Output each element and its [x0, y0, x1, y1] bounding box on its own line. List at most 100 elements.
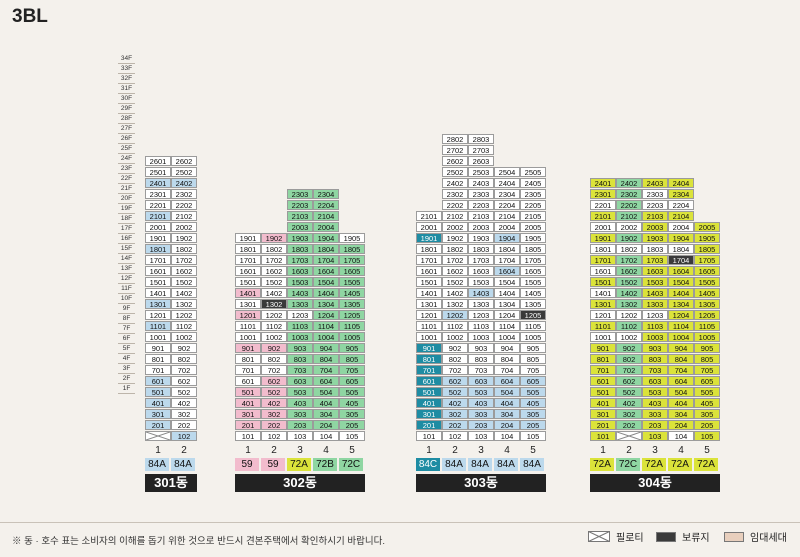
unit-cell: 1601 — [416, 266, 442, 276]
unit-type: 72C — [616, 458, 640, 471]
unit-cell: 602 — [442, 376, 468, 386]
unit-cell: 2404 — [668, 178, 694, 188]
unit-cell: 2602 — [442, 156, 468, 166]
unit-cell: 1304 — [494, 299, 520, 309]
floor-label: 1F — [118, 384, 135, 394]
unit-cell: 1504 — [494, 277, 520, 287]
unit-cell: 2503 — [468, 167, 494, 177]
unit-cell: 1602 — [442, 266, 468, 276]
unit-cell: 403 — [468, 398, 494, 408]
unit-cell: 2201 — [145, 200, 171, 210]
line-number: 4 — [504, 445, 510, 456]
unit-cell: 603 — [287, 376, 313, 386]
unit-cell: 1903 — [642, 233, 668, 243]
unit-cell: 201 — [235, 420, 261, 430]
floor-label: 5F — [118, 344, 135, 354]
unit-cell: 501 — [416, 387, 442, 397]
unit-cell: 1002 — [261, 332, 287, 342]
floor-label: 22F — [118, 174, 135, 184]
unit-cell: 701 — [416, 365, 442, 375]
unit-cell: 1401 — [416, 288, 442, 298]
unit-type: 84A — [145, 458, 169, 471]
unit-cell: 1502 — [261, 277, 287, 287]
unit-cell: 2004 — [494, 222, 520, 232]
unit-type: 59 — [261, 458, 285, 471]
floor-label: 33F — [118, 64, 135, 74]
unit-cell: 1304 — [313, 299, 339, 309]
unit-cell: 1801 — [416, 244, 442, 254]
unit-cell: 1102 — [616, 321, 642, 331]
unit-cell: 2101 — [416, 211, 442, 221]
unit-cell: 2405 — [520, 178, 546, 188]
unit-cell: 1103 — [642, 321, 668, 331]
unit-cell: 202 — [261, 420, 287, 430]
unit-cell: 1302 — [261, 299, 287, 309]
unit-cell: 1102 — [261, 321, 287, 331]
unit-cell: 103 — [468, 431, 494, 441]
legend-reserved: 보류지 — [656, 529, 710, 544]
unit-cell: 502 — [616, 387, 642, 397]
unit-cell: 1901 — [416, 233, 442, 243]
unit-cell: 605 — [694, 376, 720, 386]
unit-cell: 1104 — [668, 321, 694, 331]
unit-cell: 1302 — [616, 299, 642, 309]
unit-cell: 703 — [468, 365, 494, 375]
unit-cell: 1301 — [416, 299, 442, 309]
unit-cell: 204 — [313, 420, 339, 430]
unit-cell: 1003 — [287, 332, 313, 342]
unit-cell: 1105 — [520, 321, 546, 331]
unit-cell: 1104 — [494, 321, 520, 331]
unit-cell: 1204 — [668, 310, 694, 320]
unit-cell: 2305 — [520, 189, 546, 199]
unit-cell: 2404 — [494, 178, 520, 188]
unit-cell: 1501 — [590, 277, 616, 287]
unit-cell: 501 — [235, 387, 261, 397]
reserved-swatch — [656, 531, 676, 542]
unit-cell: 1703 — [287, 255, 313, 265]
unit-cell: 1704 — [668, 255, 694, 265]
unit-cell: 504 — [494, 387, 520, 397]
unit-cell: 1503 — [468, 277, 494, 287]
unit-type: 72C — [339, 458, 363, 471]
unit-cell: 1101 — [416, 321, 442, 331]
unit-type: 84A — [171, 458, 195, 471]
unit-cell: 401 — [590, 398, 616, 408]
unit-cell: 101 — [590, 431, 616, 441]
unit-cell: 2003 — [468, 222, 494, 232]
unit-cell: 1405 — [339, 288, 365, 298]
unit-cell: 1002 — [171, 332, 197, 342]
unit-cell: 901 — [590, 343, 616, 353]
unit-cell: 604 — [668, 376, 694, 386]
unit-cell: 302 — [616, 409, 642, 419]
unit-cell: 1301 — [590, 299, 616, 309]
unit-cell: 2004 — [668, 222, 694, 232]
unit-cell: 1704 — [494, 255, 520, 265]
unit-cell: 1901 — [235, 233, 261, 243]
unit-cell: 2004 — [313, 222, 339, 232]
unit-cell: 905 — [339, 343, 365, 353]
unit-cell: 204 — [668, 420, 694, 430]
unit-cell: 1604 — [313, 266, 339, 276]
unit-cell: 1403 — [287, 288, 313, 298]
unit-cell: 1101 — [590, 321, 616, 331]
unit-cell: 1703 — [468, 255, 494, 265]
unit-cell: 104 — [494, 431, 520, 441]
unit-cell: 402 — [442, 398, 468, 408]
unit-cell: 1005 — [694, 332, 720, 342]
unit-cell: 103 — [642, 431, 668, 441]
unit-cell: 1301 — [145, 299, 171, 309]
unit-cell: 901 — [145, 343, 171, 353]
unit-cell: 1805 — [339, 244, 365, 254]
unit-cell: 702 — [442, 365, 468, 375]
unit-cell: 601 — [145, 376, 171, 386]
unit-cell: 404 — [313, 398, 339, 408]
unit-cell: 1502 — [442, 277, 468, 287]
unit-cell: 2003 — [287, 222, 313, 232]
legend-label: 임대세대 — [750, 533, 787, 544]
unit-cell: 1202 — [261, 310, 287, 320]
unit-cell: 1902 — [261, 233, 287, 243]
line-number: 1 — [155, 445, 161, 456]
unit-cell: 1701 — [145, 255, 171, 265]
unit-cell: 1004 — [313, 332, 339, 342]
unit-cell: 1405 — [694, 288, 720, 298]
